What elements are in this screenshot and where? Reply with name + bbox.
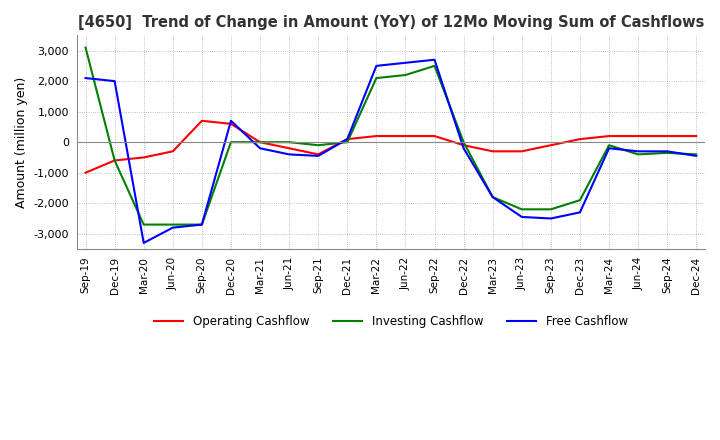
Free Cashflow: [518, 214, 526, 220]
Free Cashflow: [634, 149, 642, 154]
Investing Cashflow: [168, 222, 177, 227]
Legend: Operating Cashflow, Investing Cashflow, Free Cashflow: Operating Cashflow, Investing Cashflow, …: [149, 310, 633, 333]
Free Cashflow: [488, 194, 497, 200]
Operating Cashflow: [343, 136, 351, 142]
Investing Cashflow: [546, 207, 555, 212]
Free Cashflow: [401, 60, 410, 66]
Operating Cashflow: [227, 121, 235, 126]
Investing Cashflow: [431, 63, 439, 69]
Free Cashflow: [314, 153, 323, 158]
Investing Cashflow: [459, 139, 468, 145]
Free Cashflow: [110, 78, 119, 84]
Investing Cashflow: [197, 222, 206, 227]
Investing Cashflow: [518, 207, 526, 212]
Free Cashflow: [692, 153, 701, 158]
Free Cashflow: [197, 222, 206, 227]
Investing Cashflow: [227, 139, 235, 145]
Investing Cashflow: [605, 143, 613, 148]
Investing Cashflow: [314, 143, 323, 148]
Operating Cashflow: [401, 133, 410, 139]
Operating Cashflow: [546, 143, 555, 148]
Investing Cashflow: [285, 139, 294, 145]
Free Cashflow: [227, 118, 235, 124]
Investing Cashflow: [663, 150, 672, 155]
Free Cashflow: [663, 149, 672, 154]
Free Cashflow: [575, 210, 584, 215]
Investing Cashflow: [692, 152, 701, 157]
Operating Cashflow: [140, 155, 148, 160]
Line: Free Cashflow: Free Cashflow: [86, 60, 696, 243]
Operating Cashflow: [81, 170, 90, 175]
Free Cashflow: [168, 225, 177, 230]
Investing Cashflow: [575, 198, 584, 203]
Investing Cashflow: [81, 45, 90, 50]
Operating Cashflow: [285, 146, 294, 151]
Investing Cashflow: [634, 152, 642, 157]
Operating Cashflow: [168, 149, 177, 154]
Operating Cashflow: [256, 139, 264, 145]
Operating Cashflow: [692, 133, 701, 139]
Line: Operating Cashflow: Operating Cashflow: [86, 121, 696, 172]
Operating Cashflow: [197, 118, 206, 124]
Investing Cashflow: [343, 139, 351, 145]
Investing Cashflow: [372, 75, 381, 81]
Operating Cashflow: [110, 158, 119, 163]
Free Cashflow: [431, 57, 439, 62]
Operating Cashflow: [663, 133, 672, 139]
Free Cashflow: [343, 136, 351, 142]
Operating Cashflow: [459, 143, 468, 148]
Free Cashflow: [546, 216, 555, 221]
Line: Investing Cashflow: Investing Cashflow: [86, 48, 696, 224]
Investing Cashflow: [256, 139, 264, 145]
Free Cashflow: [459, 146, 468, 151]
Operating Cashflow: [431, 133, 439, 139]
Investing Cashflow: [110, 158, 119, 163]
Investing Cashflow: [488, 194, 497, 200]
Operating Cashflow: [314, 152, 323, 157]
Operating Cashflow: [634, 133, 642, 139]
Operating Cashflow: [605, 133, 613, 139]
Investing Cashflow: [140, 222, 148, 227]
Operating Cashflow: [575, 136, 584, 142]
Free Cashflow: [372, 63, 381, 69]
Free Cashflow: [256, 146, 264, 151]
Free Cashflow: [81, 75, 90, 81]
Investing Cashflow: [401, 72, 410, 77]
Operating Cashflow: [488, 149, 497, 154]
Operating Cashflow: [518, 149, 526, 154]
Free Cashflow: [605, 146, 613, 151]
Free Cashflow: [285, 152, 294, 157]
Title: [4650]  Trend of Change in Amount (YoY) of 12Mo Moving Sum of Cashflows: [4650] Trend of Change in Amount (YoY) o…: [78, 15, 704, 30]
Free Cashflow: [140, 240, 148, 246]
Operating Cashflow: [372, 133, 381, 139]
Y-axis label: Amount (million yen): Amount (million yen): [15, 77, 28, 208]
